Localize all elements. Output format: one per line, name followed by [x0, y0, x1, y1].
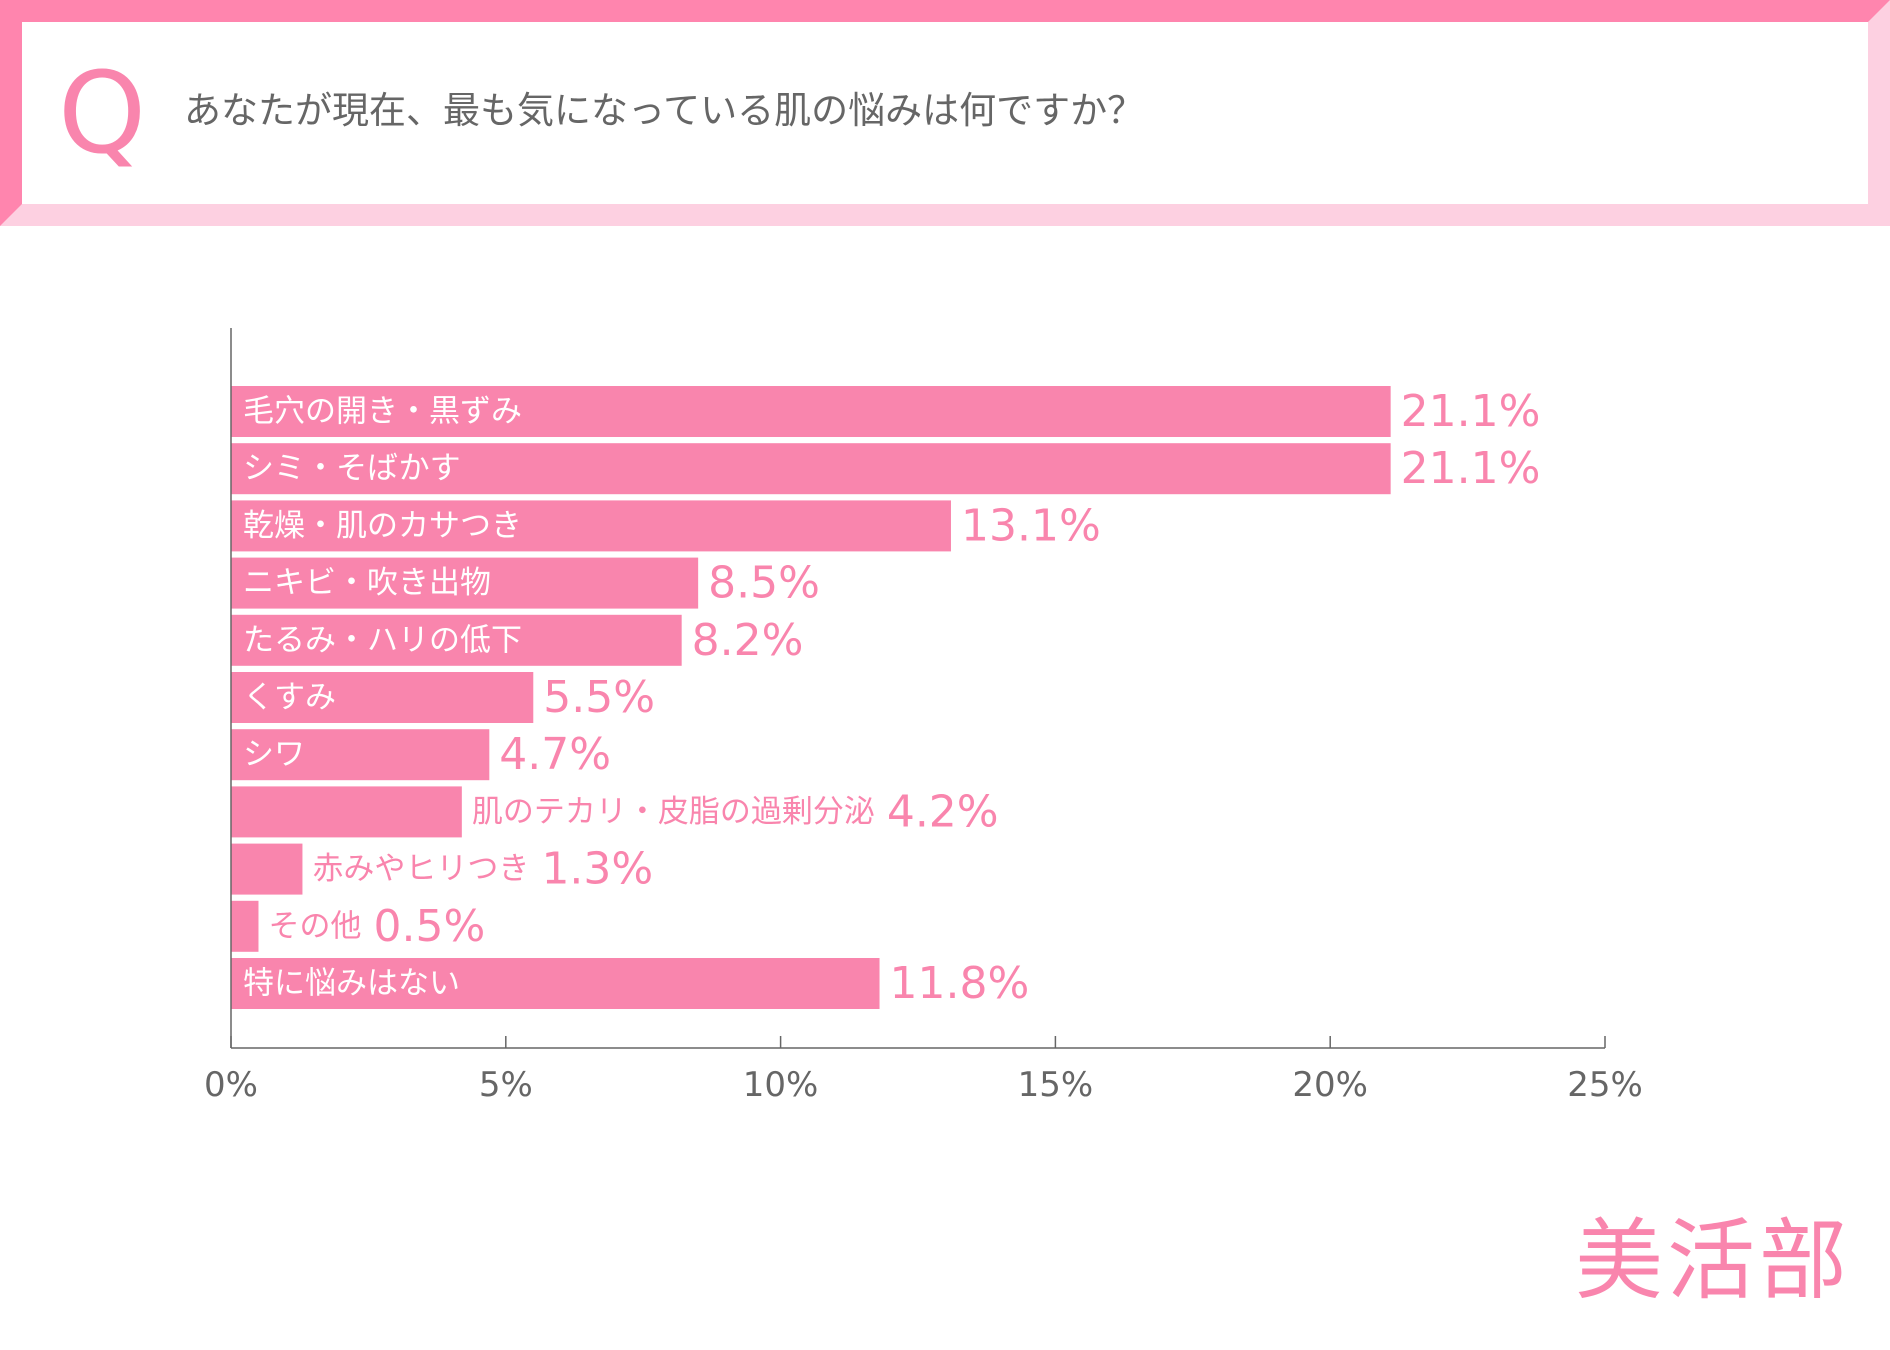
category-label: くすみ — [243, 680, 336, 716]
value-label: 4.2% — [887, 786, 999, 837]
bar — [231, 729, 490, 781]
category-label: シワ — [243, 737, 305, 773]
value-label: 11.8% — [890, 958, 1030, 1009]
category-label: 特に悩みはない — [243, 966, 460, 1002]
value-label: 8.2% — [692, 615, 804, 666]
category-label: 肌のテカリ・皮脂の過剰分泌 — [472, 794, 875, 830]
bar — [231, 500, 951, 552]
x-tick-label: 25% — [1567, 1065, 1643, 1105]
question-mark-q: Q — [58, 49, 147, 179]
category-label: ニキビ・吹き出物 — [243, 565, 491, 601]
brand-logo: 美活部 — [1575, 1209, 1852, 1312]
bar — [231, 614, 682, 666]
bar — [231, 958, 880, 1009]
category-label: 赤みやヒリつき — [312, 851, 529, 887]
bar — [231, 786, 462, 838]
value-label: 13.1% — [961, 500, 1101, 551]
x-tick-label: 15% — [1018, 1065, 1094, 1105]
value-label: 21.1% — [1401, 386, 1541, 437]
value-label: 0.5% — [373, 901, 485, 952]
bar — [231, 843, 303, 895]
category-label: たるみ・ハリの低下 — [243, 622, 522, 658]
category-label: 乾燥・肌のカサつき — [243, 508, 522, 544]
bar — [231, 900, 259, 952]
bar — [231, 443, 1391, 495]
value-label: 1.3% — [541, 844, 653, 895]
x-axis: 0% 5% 10% 15% 20% 25% — [204, 328, 1643, 1105]
x-tick-label: 5% — [479, 1065, 533, 1105]
header-frame — [0, 0, 1890, 226]
value-label: 21.1% — [1401, 443, 1541, 494]
question-text: あなたが現在、最も気になっている肌の悩みは何ですか？ — [184, 89, 1145, 132]
value-label: 4.7% — [499, 729, 611, 780]
x-tick-label: 10% — [743, 1065, 819, 1105]
bar — [231, 557, 699, 609]
value-label: 8.5% — [708, 558, 820, 609]
value-label: 5.5% — [543, 672, 655, 723]
bar — [231, 672, 534, 723]
bar — [231, 386, 1391, 437]
labels-layer: 毛穴の開き・黒ずみ 21.1% シミ・そばかす 21.1% 乾燥・肌のカサつき 13.1%… — [243, 386, 1540, 1009]
category-label: その他 — [268, 908, 361, 944]
category-label: シミ・そばかす — [243, 451, 461, 487]
header-panel — [22, 22, 1868, 204]
bars-layer — [231, 386, 1391, 1009]
category-label: 毛穴の開き・黒ずみ — [243, 394, 522, 430]
x-tick-label: 20% — [1292, 1065, 1368, 1105]
x-tick-label: 0% — [204, 1065, 258, 1105]
